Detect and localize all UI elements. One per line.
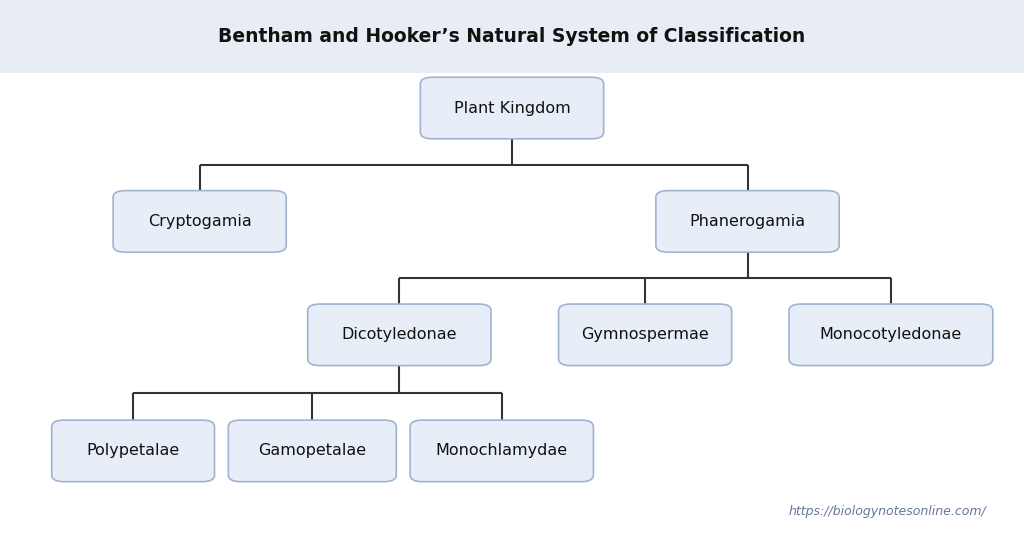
FancyBboxPatch shape (51, 420, 215, 482)
FancyBboxPatch shape (410, 420, 593, 482)
Text: Polypetalae: Polypetalae (86, 443, 180, 458)
Text: Monochlamydae: Monochlamydae (435, 443, 568, 458)
FancyBboxPatch shape (0, 0, 1024, 73)
FancyBboxPatch shape (420, 77, 603, 139)
FancyBboxPatch shape (655, 191, 839, 252)
Text: Gymnospermae: Gymnospermae (582, 327, 709, 342)
FancyBboxPatch shape (788, 304, 992, 366)
FancyBboxPatch shape (228, 420, 396, 482)
Text: Phanerogamia: Phanerogamia (689, 214, 806, 229)
Text: Dicotyledonae: Dicotyledonae (342, 327, 457, 342)
Text: Cryptogamia: Cryptogamia (147, 214, 252, 229)
FancyBboxPatch shape (114, 191, 286, 252)
FancyBboxPatch shape (559, 304, 731, 366)
Text: https://biologynotesonline.com/: https://biologynotesonline.com/ (788, 505, 986, 518)
FancyBboxPatch shape (0, 73, 1024, 540)
Text: Bentham and Hooker’s Natural System of Classification: Bentham and Hooker’s Natural System of C… (218, 27, 806, 46)
Text: Monocotyledonae: Monocotyledonae (820, 327, 962, 342)
FancyBboxPatch shape (307, 304, 492, 366)
Text: Plant Kingdom: Plant Kingdom (454, 100, 570, 116)
Text: Gamopetalae: Gamopetalae (258, 443, 367, 458)
